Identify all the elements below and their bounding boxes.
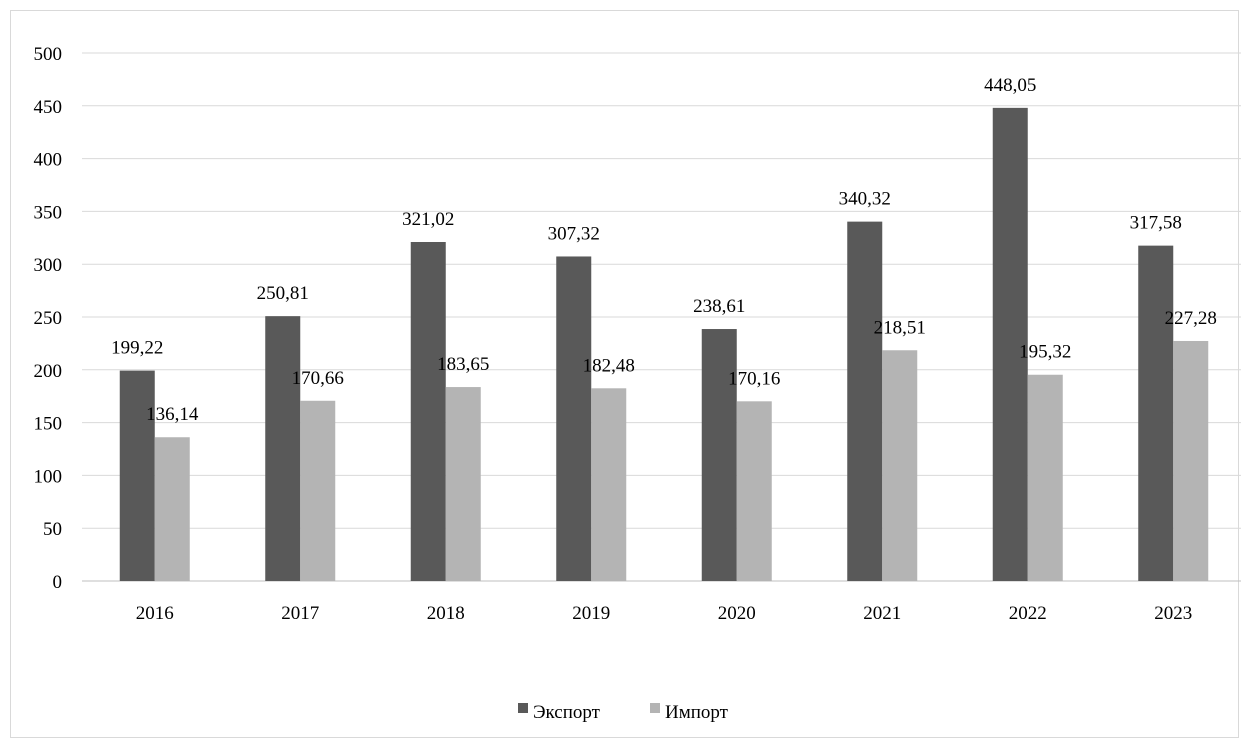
bar-import (300, 400, 336, 581)
legend-label: Экспорт (533, 702, 601, 723)
y-tick-label: 0 (53, 572, 63, 593)
data-label-import: 182,48 (583, 355, 635, 376)
data-label-import: 136,14 (146, 404, 199, 425)
x-tick-label: 2023 (1154, 603, 1192, 624)
x-tick-label: 2016 (136, 603, 174, 624)
bar-import (591, 388, 627, 581)
bar-export (847, 221, 883, 582)
data-label-import: 183,65 (437, 354, 489, 375)
bar-export (265, 316, 301, 581)
bar-export (1138, 245, 1174, 582)
chart-frame (10, 10, 1239, 738)
data-label-export: 321,02 (402, 209, 454, 230)
bar-export (701, 329, 737, 581)
bar-export (556, 256, 592, 581)
legend-swatch (650, 703, 660, 713)
legend-swatch (518, 703, 528, 713)
bar-export (119, 370, 155, 581)
y-tick-label: 250 (34, 308, 63, 329)
data-label-import: 218,51 (874, 317, 926, 338)
data-label-export: 340,32 (839, 189, 891, 210)
data-label-export: 238,61 (693, 296, 745, 317)
data-label-export: 307,32 (548, 223, 600, 244)
y-tick-label: 400 (34, 150, 63, 171)
y-tick-label: 350 (34, 202, 63, 223)
x-tick-label: 2020 (718, 603, 756, 624)
data-label-export: 317,58 (1130, 213, 1182, 234)
y-tick-label: 100 (34, 466, 63, 487)
bar-import (1027, 374, 1063, 581)
x-tick-label: 2021 (863, 603, 901, 624)
y-tick-label: 300 (34, 255, 63, 276)
bar-import (445, 387, 481, 581)
data-label-export: 448,05 (984, 75, 1036, 96)
y-tick-label: 50 (43, 519, 62, 540)
bar-import (882, 350, 918, 581)
y-tick-label: 200 (34, 361, 63, 382)
bar-import (1173, 340, 1209, 581)
data-label-import: 195,32 (1019, 342, 1071, 363)
x-tick-label: 2017 (281, 603, 319, 624)
data-label-import: 170,66 (292, 368, 344, 389)
bar-import (736, 401, 772, 581)
data-label-import: 227,28 (1165, 308, 1217, 329)
x-tick-label: 2018 (427, 603, 465, 624)
data-label-import: 170,16 (728, 368, 780, 389)
y-tick-label: 150 (34, 414, 63, 435)
data-label-export: 250,81 (257, 283, 309, 304)
x-tick-label: 2019 (572, 603, 610, 624)
y-tick-label: 450 (34, 97, 63, 118)
x-tick-label: 2022 (1009, 603, 1047, 624)
data-label-export: 199,22 (111, 338, 163, 359)
y-tick-label: 500 (34, 44, 63, 65)
legend-label: Импорт (665, 702, 729, 723)
bar-export (410, 242, 446, 582)
bar-export (992, 107, 1028, 582)
bar-import (154, 437, 190, 581)
